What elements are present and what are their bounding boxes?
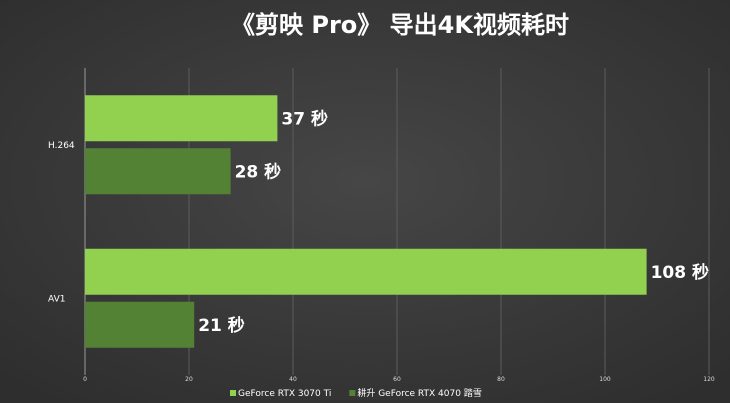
legend-swatch-1: [349, 390, 356, 396]
x-tick-label-2: 40: [289, 376, 297, 383]
bars: 37 秒 28 秒 108 秒 21 秒: [85, 95, 709, 348]
x-tick-label-5: 100: [599, 376, 611, 383]
bar-0-1: [85, 248, 647, 295]
x-tick-label-0: 0: [83, 376, 87, 383]
data-label-0-0: 37 秒: [281, 108, 328, 129]
legend-swatch-0: [230, 390, 236, 396]
legend-label-0: GeForce RTX 3070 Ti: [238, 389, 331, 399]
bar-1-0: [85, 148, 231, 195]
x-tick-label-4: 80: [497, 376, 505, 383]
legend: GeForce RTX 3070 Ti 耕升 GeForce RTX 4070 踏…: [230, 387, 482, 399]
chart-title: 《剪映 Pro》 导出4K视频耗时: [231, 11, 569, 39]
x-tick-label-1: 20: [185, 376, 193, 383]
category-labels: H.264 AV1: [48, 141, 75, 305]
data-label-0-1: 108 秒: [651, 262, 709, 283]
bar-1-1: [85, 301, 195, 348]
x-tick-label-3: 60: [393, 376, 401, 383]
legend-label-1: 耕升 GeForce RTX 4070 踏雪: [357, 387, 481, 399]
data-label-1-1: 21 秒: [198, 315, 245, 336]
category-label-0: H.264: [48, 141, 75, 151]
category-label-1: AV1: [48, 294, 65, 304]
bar-0-0: [85, 95, 278, 142]
x-tick-label-6: 120: [703, 376, 715, 383]
x-axis-ticks: 0 20 40 60 80 100 120: [83, 376, 715, 383]
data-label-1-0: 28 秒: [235, 161, 282, 182]
